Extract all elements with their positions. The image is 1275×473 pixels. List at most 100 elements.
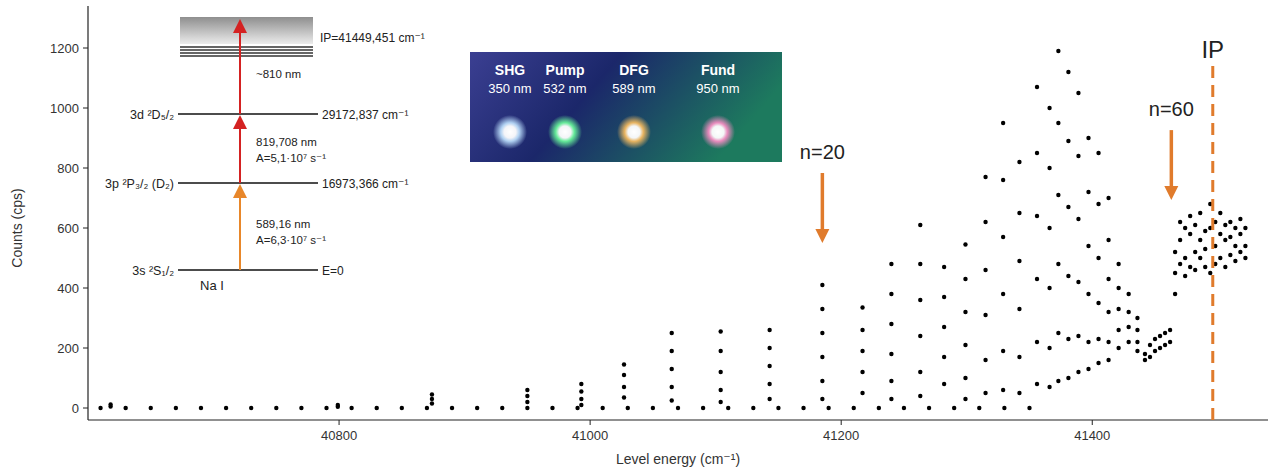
point: [349, 406, 353, 410]
level-line: [178, 113, 318, 115]
point: [1116, 286, 1120, 290]
level-line: [178, 269, 318, 271]
point: [1223, 238, 1227, 242]
point: [1203, 229, 1207, 233]
point: [1243, 244, 1247, 248]
point: [1066, 205, 1070, 209]
point: [1035, 277, 1039, 281]
point: [123, 406, 127, 410]
point: [1096, 361, 1100, 365]
point: [1178, 238, 1182, 242]
point: [670, 385, 674, 389]
y-axis-line: [87, 6, 88, 420]
point: [525, 406, 529, 410]
annotation-label: IP: [1201, 36, 1224, 63]
x-tick: [841, 420, 842, 425]
point: [1076, 154, 1080, 158]
point: [299, 406, 303, 410]
transition-arrow-head: [233, 19, 247, 33]
point: [1148, 355, 1152, 359]
point: [820, 331, 824, 335]
point: [1017, 391, 1021, 395]
point: [918, 394, 922, 398]
point: [889, 397, 893, 401]
point: [149, 406, 153, 410]
point: [98, 406, 102, 410]
point: [1193, 268, 1197, 272]
point: [1238, 250, 1242, 254]
y-tick: [83, 108, 88, 109]
beam-wavelength: 532 nm: [543, 81, 586, 96]
point: [525, 388, 529, 392]
point: [718, 388, 722, 392]
point: [676, 406, 680, 410]
point: [942, 265, 946, 269]
point: [1106, 358, 1110, 362]
point: [1153, 337, 1157, 341]
point: [767, 346, 771, 350]
transition-wavelength: 589,16 nm: [256, 218, 310, 230]
point: [1238, 232, 1242, 236]
point: [1047, 346, 1051, 350]
x-axis-line: [88, 419, 1268, 420]
x-tick-label: 40800: [321, 428, 357, 443]
point: [942, 355, 946, 359]
point: [430, 397, 434, 401]
continuum: [180, 17, 313, 44]
point: [670, 349, 674, 353]
y-tick: [83, 408, 88, 409]
transition-rate: A=6,3·10⁷ s⁻¹: [256, 234, 326, 246]
level-name: 3d ²D₅/₂: [130, 108, 174, 122]
point: [1178, 220, 1182, 224]
beam-spot: [548, 115, 582, 149]
point: [1126, 325, 1130, 329]
beam-wavelength: 950 nm: [696, 81, 739, 96]
point: [983, 175, 987, 179]
point: [751, 406, 755, 410]
point: [820, 283, 824, 287]
point: [1027, 406, 1031, 410]
point: [1096, 256, 1100, 260]
point: [1086, 340, 1090, 344]
point: [1218, 232, 1222, 236]
point: [801, 406, 805, 410]
point: [952, 406, 956, 410]
level-diagram: IP=41449,451 cm⁻¹3s ²S₁/₂E=03p ²P₃/₂ (D₂…: [105, 17, 425, 293]
point: [767, 397, 771, 401]
point: [860, 391, 864, 395]
point: [1198, 211, 1202, 215]
point: [889, 322, 893, 326]
point: [852, 406, 856, 410]
point: [1035, 151, 1039, 155]
annotation-arrow-head: [1164, 186, 1178, 200]
transition-arrow: [239, 129, 241, 183]
point: [1135, 349, 1139, 353]
point: [575, 406, 579, 410]
point: [1047, 385, 1051, 389]
photo-background: [470, 52, 782, 162]
point: [430, 392, 434, 396]
annotation-arrow: [1170, 130, 1174, 186]
point: [1076, 91, 1080, 95]
point: [820, 397, 824, 401]
point: [1168, 328, 1172, 332]
points: [98, 49, 1247, 410]
point: [1153, 349, 1157, 353]
point: [1035, 340, 1039, 344]
point: [1183, 274, 1187, 278]
rydberg-line: [180, 55, 313, 56]
point: [701, 406, 705, 410]
point: [1243, 226, 1247, 230]
point: [1035, 85, 1039, 89]
point: [726, 406, 730, 410]
point: [1126, 340, 1130, 344]
point: [1056, 379, 1060, 383]
point: [1047, 286, 1051, 290]
point: [860, 305, 864, 309]
point: [475, 406, 479, 410]
point: [1198, 238, 1202, 242]
point: [1233, 259, 1237, 263]
y-tick: [83, 48, 88, 49]
point: [1106, 340, 1110, 344]
y-tick-label: 200: [57, 341, 79, 356]
